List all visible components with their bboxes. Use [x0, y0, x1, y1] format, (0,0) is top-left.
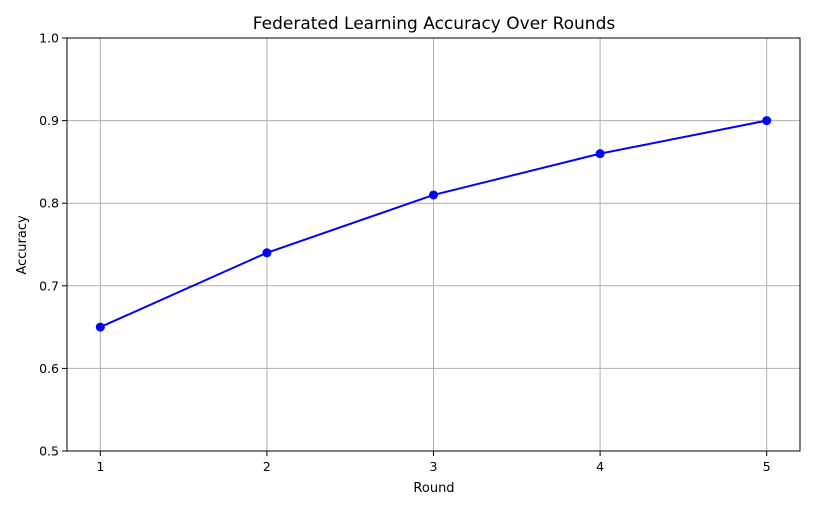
- x-tick-label: 4: [596, 459, 604, 474]
- data-point: [429, 190, 438, 200]
- y-axis-label: Accuracy: [15, 215, 30, 275]
- data-point: [762, 116, 772, 126]
- x-tick-label: 5: [763, 459, 771, 474]
- x-tick-label: 2: [263, 459, 271, 474]
- data-point: [262, 248, 272, 258]
- y-tick-label: 0.6: [39, 361, 59, 376]
- x-tick-label: 3: [430, 459, 438, 474]
- axis-ticks: 1 2 3 4 5 0.5 0.6 0.7 0.8 0.9 1.0: [39, 31, 771, 475]
- y-tick-label: 0.5: [39, 444, 59, 459]
- x-axis-label: Round: [413, 481, 454, 496]
- chart-title: Federated Learning Accuracy Over Rounds: [253, 14, 616, 34]
- y-tick-label: 0.8: [39, 196, 59, 211]
- y-tick-label: 1.0: [39, 31, 59, 46]
- y-tick-label: 0.7: [39, 278, 59, 293]
- data-point: [595, 149, 605, 159]
- data-point: [95, 322, 105, 332]
- x-tick-label: 1: [96, 459, 104, 474]
- data-series: [95, 116, 772, 332]
- y-tick-label: 0.9: [39, 113, 59, 128]
